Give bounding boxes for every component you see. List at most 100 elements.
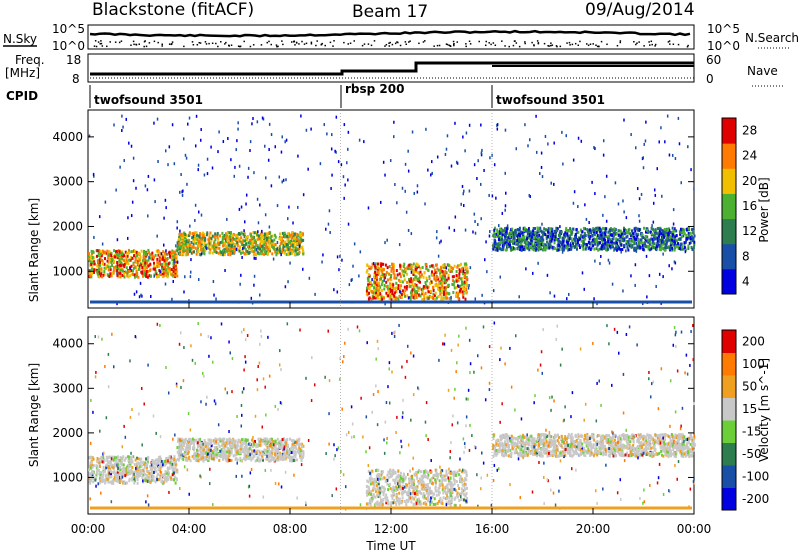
power-cell bbox=[192, 242, 195, 246]
power-scatter-cell bbox=[687, 145, 689, 149]
power-cell bbox=[101, 262, 104, 266]
power-cell bbox=[229, 251, 232, 255]
power-cell bbox=[108, 250, 111, 254]
power-cell bbox=[158, 253, 161, 257]
power-cell bbox=[147, 250, 150, 254]
nsearch-dot bbox=[669, 43, 671, 45]
nsearch-dot bbox=[168, 43, 171, 45]
power-cell bbox=[178, 237, 181, 241]
power-cell bbox=[563, 233, 566, 237]
power-cell bbox=[301, 245, 304, 249]
power-cell bbox=[443, 263, 446, 267]
nsearch-dot bbox=[600, 40, 603, 43]
power-scatter-cell bbox=[437, 254, 440, 258]
power-cell bbox=[143, 268, 146, 272]
power-cell bbox=[674, 243, 677, 247]
power-cell bbox=[406, 280, 409, 284]
power-cell bbox=[223, 241, 226, 245]
power-cell bbox=[441, 284, 444, 288]
nsearch-dot bbox=[587, 44, 590, 47]
power-cell bbox=[192, 250, 195, 254]
power-cell bbox=[410, 267, 413, 271]
velocity-cell bbox=[173, 478, 176, 482]
power-scatter-cell bbox=[197, 210, 200, 214]
power-scatter-cell bbox=[128, 141, 130, 145]
power-cell bbox=[432, 265, 435, 269]
power-cell bbox=[513, 235, 516, 239]
power-scatter-cell bbox=[410, 232, 413, 236]
power-cell bbox=[149, 256, 152, 260]
velocity-cell bbox=[89, 456, 92, 460]
velocity-cell bbox=[122, 455, 125, 459]
power-cell bbox=[398, 294, 401, 298]
power-cell bbox=[380, 293, 383, 297]
power-cell bbox=[539, 246, 542, 250]
power-cell bbox=[622, 235, 625, 239]
nsearch-dot bbox=[192, 43, 195, 46]
power-cell bbox=[298, 247, 301, 251]
power-scatter-cell bbox=[331, 173, 333, 177]
power-cell bbox=[170, 268, 173, 272]
power-cell bbox=[382, 262, 385, 266]
y-tick-label: 3000 bbox=[52, 175, 83, 189]
power-cell bbox=[161, 265, 164, 269]
power-scatter-cell bbox=[338, 268, 340, 272]
power-cell bbox=[457, 275, 460, 279]
power-cell bbox=[279, 242, 282, 246]
velocity-cell bbox=[146, 460, 149, 464]
power-scatter-cell bbox=[165, 249, 167, 253]
velocity-cell bbox=[282, 444, 285, 448]
power-cell bbox=[505, 234, 508, 238]
power-cell bbox=[565, 226, 568, 230]
power-scatter-cell bbox=[604, 195, 606, 199]
power-scatter-cell bbox=[693, 187, 695, 191]
power-scatter-cell bbox=[141, 294, 143, 298]
power-cell bbox=[551, 234, 554, 238]
power-cell bbox=[135, 250, 138, 254]
power-scatter-cell bbox=[222, 140, 225, 144]
nave-tick-60: 60 bbox=[706, 53, 721, 67]
power-cell bbox=[262, 236, 265, 240]
velocity-cell bbox=[236, 458, 239, 462]
power-cell bbox=[463, 282, 466, 286]
power-cell bbox=[428, 275, 431, 279]
velocity-cell bbox=[187, 457, 190, 461]
power-cell bbox=[377, 286, 380, 290]
power-scatter-cell bbox=[172, 279, 174, 283]
velocity-cell bbox=[296, 438, 299, 442]
velocity-cell bbox=[176, 470, 179, 474]
power-cell bbox=[653, 242, 656, 246]
velocity-cell bbox=[127, 459, 130, 463]
power-cell bbox=[91, 255, 94, 259]
nsearch-dot bbox=[448, 44, 450, 47]
velocity-cell bbox=[96, 470, 99, 474]
power-cell bbox=[116, 260, 119, 264]
power-cell bbox=[134, 265, 137, 269]
power-cell bbox=[411, 293, 414, 297]
power-cell bbox=[686, 236, 689, 240]
power-cell bbox=[393, 298, 396, 302]
power-cell bbox=[597, 248, 600, 252]
nsearch-dot bbox=[239, 45, 242, 48]
power-cell bbox=[231, 243, 234, 247]
power-cell bbox=[100, 274, 103, 278]
power-cell bbox=[370, 265, 373, 269]
power-cell bbox=[504, 241, 507, 245]
power-cell bbox=[682, 234, 685, 238]
power-cell bbox=[234, 238, 237, 242]
power-cell bbox=[110, 254, 113, 258]
power-scatter-cell bbox=[241, 255, 243, 259]
power-cell bbox=[503, 243, 506, 247]
power-cell bbox=[680, 227, 683, 231]
nsearch-dot bbox=[548, 45, 550, 47]
power-scatter-cell bbox=[525, 267, 527, 271]
power-scatter-cell bbox=[518, 295, 520, 299]
power-cell bbox=[613, 227, 616, 231]
power-cell bbox=[509, 230, 512, 234]
power-cell bbox=[107, 268, 110, 272]
power-cell bbox=[439, 292, 442, 296]
velocity-cell bbox=[128, 464, 131, 468]
power-cell bbox=[257, 234, 260, 238]
nsearch-dot bbox=[568, 41, 571, 44]
power-cell bbox=[245, 242, 248, 246]
